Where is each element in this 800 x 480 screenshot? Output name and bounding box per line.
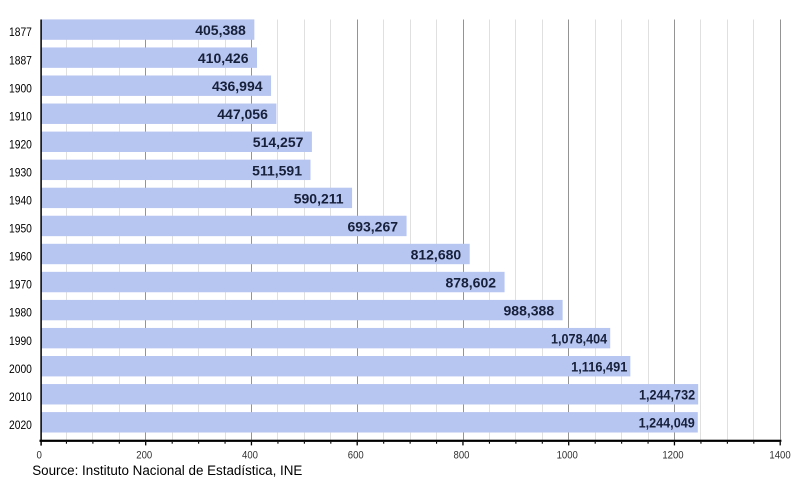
svg-text:514,257: 514,257: [253, 134, 304, 150]
svg-text:1200: 1200: [662, 450, 683, 462]
svg-text:1990: 1990: [9, 334, 32, 348]
svg-text:2020: 2020: [9, 418, 32, 432]
svg-text:693,267: 693,267: [347, 218, 398, 234]
svg-text:1960: 1960: [9, 250, 32, 264]
svg-text:400: 400: [242, 450, 258, 462]
svg-text:1930: 1930: [9, 165, 32, 179]
svg-text:800: 800: [454, 450, 470, 462]
svg-text:2000: 2000: [9, 362, 32, 376]
svg-text:1970: 1970: [9, 278, 32, 292]
svg-text:1,078,404: 1,078,404: [551, 331, 607, 347]
svg-text:511,591: 511,591: [252, 162, 302, 178]
svg-text:1920: 1920: [9, 137, 32, 151]
svg-text:1400: 1400: [769, 450, 790, 462]
svg-text:1877: 1877: [9, 25, 32, 39]
svg-text:405,388: 405,388: [195, 22, 246, 38]
svg-text:1000: 1000: [557, 450, 578, 462]
svg-text:2010: 2010: [9, 390, 32, 404]
svg-text:200: 200: [136, 450, 152, 462]
svg-text:1,244,049: 1,244,049: [639, 415, 695, 431]
svg-text:1950: 1950: [9, 222, 32, 236]
svg-text:1980: 1980: [9, 306, 32, 320]
svg-text:447,056: 447,056: [217, 106, 268, 122]
svg-text:988,388: 988,388: [504, 303, 555, 319]
svg-text:878,602: 878,602: [445, 274, 496, 290]
svg-text:590,211: 590,211: [294, 190, 344, 206]
svg-text:812,680: 812,680: [411, 246, 462, 262]
svg-text:1910: 1910: [9, 109, 32, 123]
svg-text:1900: 1900: [9, 81, 32, 95]
svg-text:Source: Instituto Nacional de: Source: Instituto Nacional de Estadístic…: [32, 463, 302, 478]
svg-text:0: 0: [37, 450, 42, 462]
svg-text:436,994: 436,994: [212, 78, 263, 94]
svg-text:1,244,732: 1,244,732: [639, 387, 695, 403]
svg-text:410,426: 410,426: [198, 50, 249, 66]
svg-text:600: 600: [348, 450, 364, 462]
svg-text:1940: 1940: [9, 194, 32, 208]
svg-text:1887: 1887: [9, 53, 32, 67]
svg-text:1,116,491: 1,116,491: [571, 359, 627, 375]
